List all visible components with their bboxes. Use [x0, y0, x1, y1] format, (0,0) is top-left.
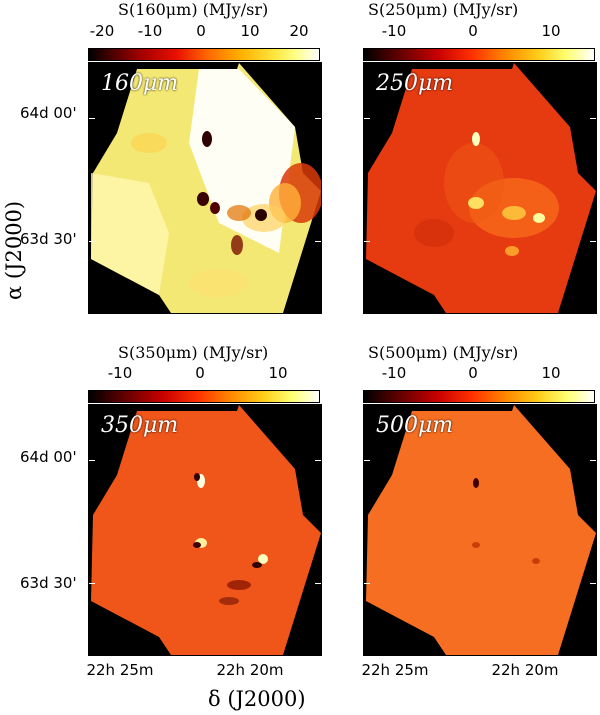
colorbar-title-250: S(250μm) (MJy/sr) — [368, 0, 519, 19]
map-tick — [315, 118, 321, 119]
map-tick — [89, 241, 95, 242]
x-tick-label: 22h 20m — [216, 661, 284, 679]
colorbar-500 — [363, 390, 595, 403]
map-tick — [89, 118, 95, 119]
map-region — [91, 405, 321, 655]
colorbar-160 — [88, 48, 320, 61]
cbar-tick-label: 10 — [541, 364, 561, 382]
map-tick — [590, 460, 596, 461]
map-tick — [364, 460, 370, 461]
x-tick-label: 22h 25m — [361, 661, 429, 679]
cbar-tick-label: -10 — [381, 22, 407, 40]
map-tick — [590, 118, 596, 119]
map-350um: 350μm — [88, 404, 322, 656]
colorbar-title-500: S(500μm) (MJy/sr) — [368, 343, 519, 362]
map-160um: 160μm — [88, 62, 322, 314]
y-tick-label: 63d 30' — [20, 574, 77, 592]
cbar-tick-label: 10 — [268, 364, 288, 382]
x-tick-label: 22h 20m — [491, 661, 559, 679]
map-tick — [590, 583, 596, 584]
map-tick — [315, 241, 321, 242]
map-tick — [89, 460, 95, 461]
cbar-tick-label: 10 — [541, 22, 561, 40]
map-label-350: 350μm — [101, 413, 179, 438]
cbar-tick-label: 0 — [195, 364, 205, 382]
map-tick — [590, 241, 596, 242]
map-250um: 250μm — [363, 62, 597, 314]
colorbar-250 — [363, 48, 595, 61]
map-tick — [364, 118, 370, 119]
y-tick-label: 63d 30' — [20, 230, 77, 248]
cbar-tick-label: -10 — [107, 364, 133, 382]
map-tick — [315, 583, 321, 584]
x-tick-label: 22h 25m — [86, 661, 154, 679]
map-tick — [89, 583, 95, 584]
cbar-tick-label: 0 — [196, 22, 206, 40]
cbar-tick-label: 0 — [468, 364, 478, 382]
map-region — [366, 405, 596, 655]
map-label-500: 500μm — [376, 413, 454, 438]
y-tick-label: 64d 00' — [20, 104, 77, 122]
y-axis-title: α (J2000) — [2, 200, 26, 300]
cbar-tick-label: -10 — [381, 364, 407, 382]
x-axis-title: δ (J2000) — [208, 687, 306, 711]
cbar-tick-label: -10 — [137, 22, 163, 40]
cbar-tick-label: 0 — [468, 22, 478, 40]
map-tick — [364, 583, 370, 584]
cbar-tick-label: 10 — [240, 22, 260, 40]
map-label-250: 250μm — [376, 71, 454, 96]
cbar-tick-label: -20 — [89, 22, 115, 40]
colorbar-350 — [88, 390, 320, 403]
y-tick-label: 64d 00' — [20, 448, 77, 466]
map-tick — [315, 460, 321, 461]
map-500um: 500μm — [363, 404, 597, 656]
map-label-160: 160μm — [101, 71, 179, 96]
map-tick — [364, 241, 370, 242]
cbar-tick-label: 20 — [289, 22, 309, 40]
colorbar-title-350: S(350μm) (MJy/sr) — [118, 343, 269, 362]
colorbar-title-160: S(160μm) (MJy/sr) — [118, 0, 269, 19]
